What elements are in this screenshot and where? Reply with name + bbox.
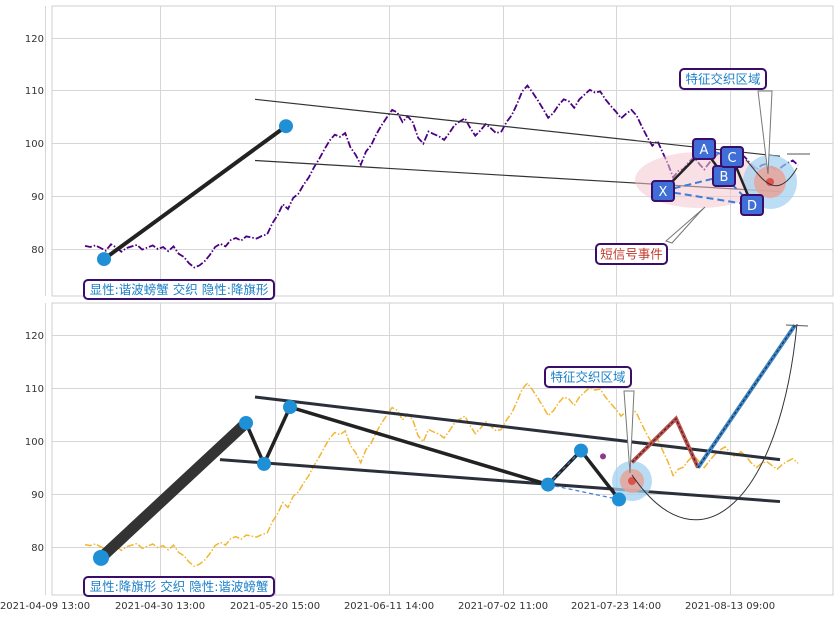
minor-point xyxy=(600,453,606,460)
pattern-point xyxy=(97,252,111,267)
pattern-point xyxy=(93,549,109,566)
zone-callout-box xyxy=(544,366,632,388)
pattern-point xyxy=(541,477,555,492)
channel-upper-line xyxy=(254,395,781,462)
pattern-point xyxy=(257,456,271,471)
callout-arrow xyxy=(757,90,773,175)
harmonic-point-box xyxy=(720,146,744,168)
harmonic-point-label: D xyxy=(747,199,757,214)
pattern-label: 显性:谐波螃蟹 交织 隐性:降旗形 xyxy=(90,282,269,297)
harmonic-point-label: C xyxy=(727,151,736,166)
zone-callout: 特征交织区域 xyxy=(550,370,625,385)
y-tick-label: 110 xyxy=(25,384,44,395)
y-tick-label: 80 xyxy=(31,543,44,554)
projection-arc xyxy=(745,159,798,186)
y-tick-label: 120 xyxy=(25,331,44,342)
pattern-point xyxy=(283,400,297,415)
dashed-leg xyxy=(547,450,582,485)
feature-zone-center xyxy=(628,477,636,485)
dashed-leg xyxy=(547,483,620,501)
feature-zone-center xyxy=(766,178,774,186)
pattern-label-box xyxy=(83,576,275,597)
harmonic-point-box xyxy=(651,180,675,202)
x-axis: 2021-04-09 13:00 2021-04-30 13:00 2021-05-… xyxy=(0,601,775,612)
y-tick-label: 110 xyxy=(25,86,44,97)
harmonic-point-label: B xyxy=(720,170,729,185)
signal-callout-box xyxy=(595,243,668,265)
pattern-point xyxy=(239,415,253,430)
zone-callout: 特征交织区域 xyxy=(685,72,760,87)
pattern-point xyxy=(574,443,588,458)
zone-callout-box xyxy=(679,68,767,90)
y-tick-label: 90 xyxy=(31,490,44,501)
harmonic-point-label: X xyxy=(659,185,668,200)
callout-arrow xyxy=(623,390,635,474)
y-tick-label: 100 xyxy=(25,139,44,150)
signal-callout: 短信号事件 xyxy=(600,247,663,262)
plot-area xyxy=(51,302,834,596)
x-tick-label: 2021-07-02 11:00 xyxy=(458,601,548,612)
pattern-legs xyxy=(244,404,621,501)
harmonic-xd-line xyxy=(662,190,753,206)
callout-arrow xyxy=(665,206,706,244)
y-tick-label: 90 xyxy=(31,192,44,203)
x-tick-label: 2021-06-11 14:00 xyxy=(344,601,434,612)
plot-layer xyxy=(84,323,809,568)
bottom-panel: 80 90 100 110 120 显性:降旗形 交织 隐性:谐波螃蟹 特征交织区域 xyxy=(25,302,834,597)
x-tick-label: 2021-08-13 09:00 xyxy=(685,601,775,612)
x-tick-label: 2021-07-23 14:00 xyxy=(571,601,661,612)
y-tick-label: 120 xyxy=(25,34,44,45)
projection-centerline xyxy=(631,325,796,469)
top-panel: 80 90 100 110 120 X ABC D 显性:谐波螃蟹 交织 隐性:降旗形 特征交织区… xyxy=(25,5,834,300)
projection-arc xyxy=(631,323,798,521)
pattern-label: 显性:降旗形 交织 隐性:谐波螃蟹 xyxy=(90,579,269,594)
flag-pole xyxy=(95,417,252,564)
pattern-point xyxy=(612,492,626,507)
plot-layer: X ABC D xyxy=(84,84,810,269)
y-tick-label: 100 xyxy=(25,437,44,448)
pattern-point xyxy=(279,119,293,134)
harmonic-point-box xyxy=(692,138,716,160)
pattern-label-box xyxy=(83,279,275,300)
x-tick-label: 2021-04-30 13:00 xyxy=(115,601,205,612)
harmonic-point-label: A xyxy=(700,143,709,158)
price-series-line xyxy=(84,382,799,568)
harmonic-point-box xyxy=(740,194,764,216)
x-tick-label: 2021-04-09 13:00 xyxy=(0,601,90,612)
x-tick-label: 2021-05-20 15:00 xyxy=(230,601,320,612)
target-marker xyxy=(785,324,809,327)
channel-lower-line xyxy=(219,458,781,504)
pattern-leg xyxy=(102,124,288,261)
y-tick-label: 80 xyxy=(31,245,44,256)
